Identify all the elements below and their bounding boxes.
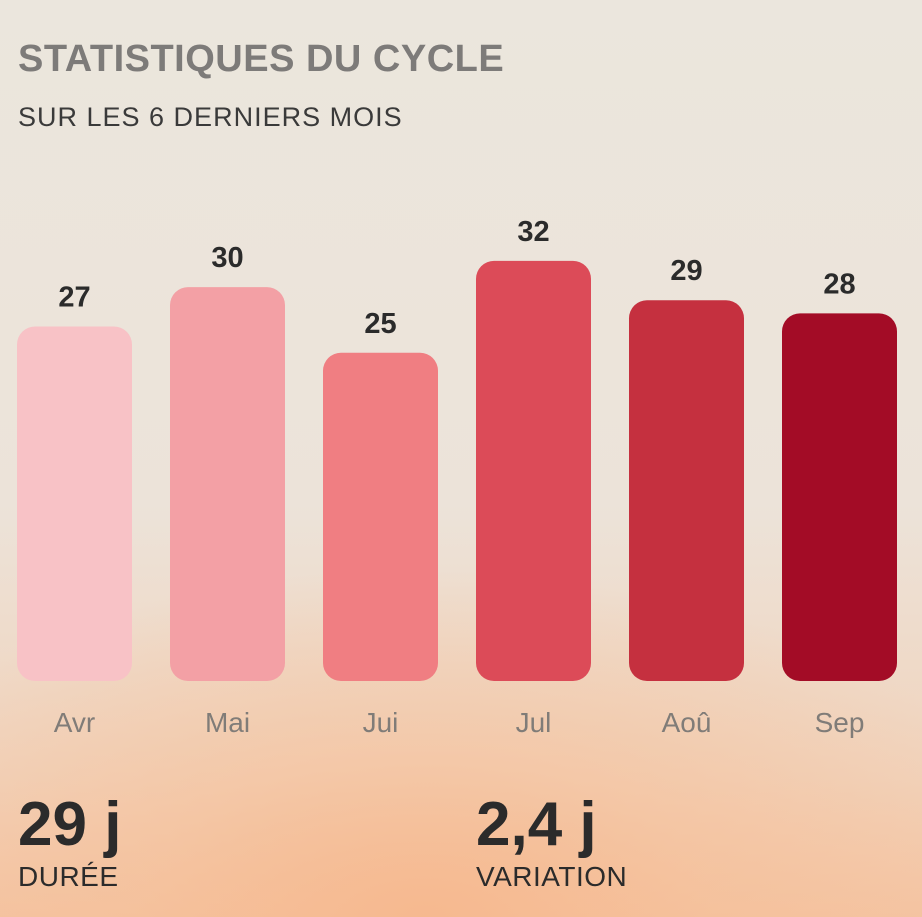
month-label: Aoû: [662, 707, 712, 738]
bar-chart: 27 Avr 30 Mai 25 Jui 32 Jul 29 Aoû 28 Sep: [17, 216, 897, 738]
bar-aoû: [629, 300, 744, 681]
bar-sep: [782, 313, 897, 681]
duration-label: DURÉE: [18, 861, 119, 892]
variation-value: 2,4 j: [476, 790, 597, 859]
bar-value-label: 29: [670, 255, 702, 287]
month-label: Jul: [516, 707, 552, 738]
variation-stat: 2,4 j VARIATION: [476, 790, 627, 894]
month-label: Mai: [205, 707, 250, 738]
duration-stat: 29 j DURÉE: [18, 790, 121, 894]
variation-label: VARIATION: [476, 861, 628, 892]
bar-value-label: 32: [517, 216, 549, 248]
bar-mai: [170, 287, 285, 681]
month-label: Avr: [54, 707, 96, 738]
chart-title: STATISTIQUES DU CYCLE: [18, 38, 505, 80]
bar-value-label: 28: [823, 268, 855, 300]
bar-value-label: 27: [58, 281, 90, 313]
bar-value-label: 30: [211, 242, 243, 274]
month-label: Jui: [363, 707, 399, 738]
month-label: Sep: [815, 707, 865, 738]
bar-avr: [17, 326, 132, 681]
duration-value: 29 j: [18, 790, 122, 859]
bar-value-label: 25: [364, 308, 396, 340]
bar-jul: [476, 260, 591, 681]
chart-subtitle: SUR LES 6 DERNIERS MOIS: [18, 102, 403, 132]
bar-jui: [323, 352, 438, 681]
